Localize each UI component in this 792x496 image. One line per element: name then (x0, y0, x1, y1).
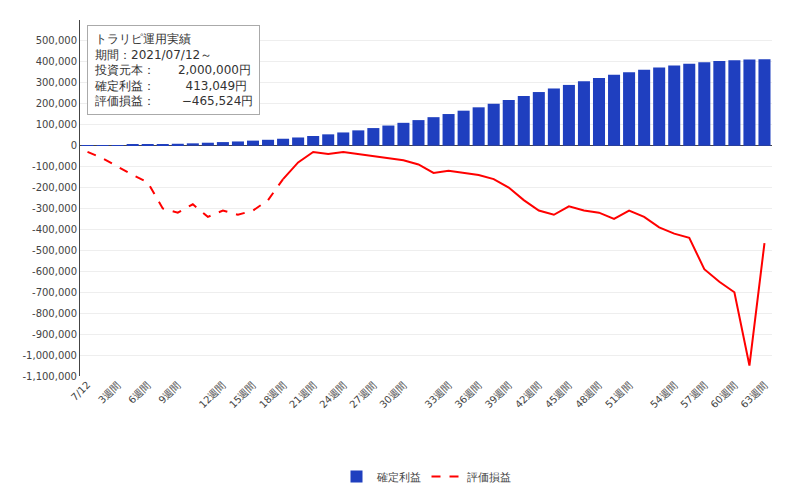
svg-text:-1,000,000: -1,000,000 (22, 350, 77, 361)
svg-text:24週間: 24週間 (317, 379, 348, 410)
svg-text:確定利益: 確定利益 (376, 471, 421, 484)
svg-text:60週間: 60週間 (708, 379, 739, 410)
svg-text:21週間: 21週間 (287, 379, 318, 410)
svg-text:100,000: 100,000 (36, 119, 77, 130)
svg-text:7/12: 7/12 (69, 379, 93, 403)
svg-text:200,000: 200,000 (36, 98, 77, 109)
svg-text:6週間: 6週間 (126, 379, 152, 405)
svg-text:18週間: 18週間 (257, 379, 288, 410)
svg-text:-600,000: -600,000 (32, 266, 77, 277)
svg-text:評価損益: 評価損益 (467, 471, 511, 484)
svg-text:54週間: 54週間 (648, 379, 679, 410)
svg-text:39週間: 39週間 (483, 379, 514, 410)
svg-text:400,000: 400,000 (36, 56, 77, 67)
svg-text:-1,100,000: -1,100,000 (22, 371, 77, 382)
svg-text:51週間: 51週間 (603, 379, 634, 410)
svg-text:-200,000: -200,000 (32, 182, 77, 193)
svg-text:30週間: 30週間 (377, 379, 408, 410)
svg-text:-500,000: -500,000 (32, 245, 77, 256)
svg-text:0: 0 (71, 140, 77, 151)
svg-text:27週間: 27週間 (347, 379, 378, 410)
svg-text:-900,000: -900,000 (32, 329, 77, 340)
svg-text:33週間: 33週間 (423, 379, 454, 410)
svg-text:9週間: 9週間 (156, 379, 182, 405)
svg-text:-800,000: -800,000 (32, 308, 77, 319)
svg-text:12週間: 12週間 (197, 379, 228, 410)
svg-text:-300,000: -300,000 (32, 203, 77, 214)
svg-text:3週間: 3週間 (96, 379, 122, 405)
svg-text:15週間: 15週間 (227, 379, 258, 410)
svg-text:トラリピ運用実績期間：2021/07/12～投資元本：: トラリピ運用実績期間：2021/07/12～投資元本： 2,000,000円確定… (94, 32, 253, 108)
svg-text:36週間: 36週間 (453, 379, 484, 410)
svg-text:-400,000: -400,000 (32, 224, 77, 235)
svg-text:57週間: 57週間 (678, 379, 709, 410)
svg-text:500,000: 500,000 (36, 35, 77, 46)
svg-text:300,000: 300,000 (36, 77, 77, 88)
svg-text:-700,000: -700,000 (32, 287, 77, 298)
svg-text:-100,000: -100,000 (32, 161, 77, 172)
svg-text:45週間: 45週間 (543, 379, 574, 410)
svg-text:63週間: 63週間 (739, 379, 770, 410)
svg-text:42週間: 42週間 (513, 379, 544, 410)
svg-text:48週間: 48週間 (573, 379, 604, 410)
